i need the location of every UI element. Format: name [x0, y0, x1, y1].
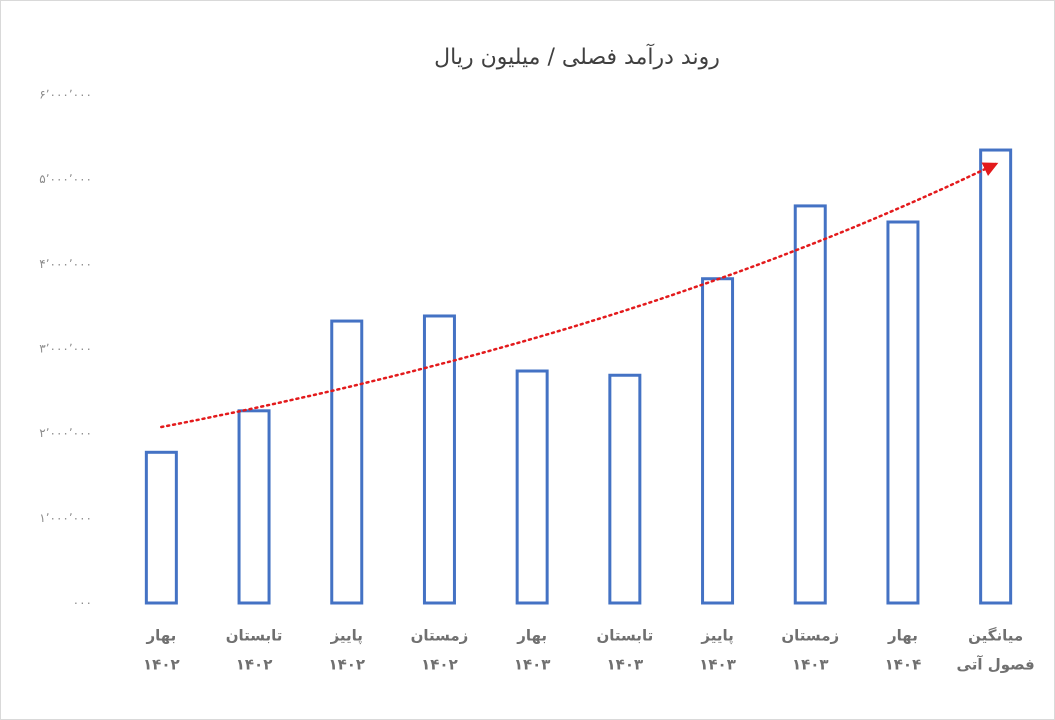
x-tick-label: فصول آتی — [957, 656, 1035, 674]
chart-title: روند درآمد فصلی / میلیون ریال — [434, 43, 720, 70]
x-tick-label: بهار — [516, 627, 547, 645]
bar — [886, 220, 920, 605]
x-tick-label: ۱۴۰۳ — [792, 656, 829, 674]
x-tick-label: ۱۴۰۲ — [421, 656, 458, 674]
x-tick-label: بهار — [145, 627, 176, 645]
x-tick-label: ۱۴۰۲ — [328, 656, 365, 674]
bar — [144, 450, 178, 605]
x-tick-label: تابستان — [596, 627, 653, 645]
x-tick-label: ۱۴۰۲ — [143, 656, 180, 674]
x-tick-label: ۱۴۰۲ — [236, 656, 273, 674]
bar — [515, 369, 549, 605]
x-tick-label: ۱۴۰۳ — [514, 656, 551, 674]
bar — [701, 277, 735, 605]
y-tick-label: ۳٬۰۰۰٬۰۰۰ — [39, 342, 92, 356]
y-tick-label: ۴٬۰۰۰٬۰۰۰ — [39, 257, 92, 271]
x-tick-label: زمستان — [781, 627, 839, 645]
y-tick-label: ۶٬۰۰۰٬۰۰۰ — [39, 88, 92, 102]
y-tick-label: ۲٬۰۰۰٬۰۰۰ — [39, 426, 92, 440]
y-tick-label: ۵٬۰۰۰٬۰۰۰ — [39, 172, 92, 186]
x-tick-label: زمستان — [411, 627, 469, 645]
x-tick-label: پاییز — [700, 627, 733, 646]
bar — [793, 204, 827, 605]
trendline — [160, 162, 999, 429]
y-tick-label: ۱٬۰۰۰٬۰۰۰ — [39, 511, 92, 525]
x-tick-label: ۱۴۰۳ — [699, 656, 736, 674]
bar — [237, 409, 271, 605]
x-tick-label: پاییز — [330, 627, 363, 646]
y-tick-label: ۰۰۰ — [73, 596, 92, 610]
x-tick-label: ۱۴۰۳ — [607, 656, 644, 674]
x-tick-label: تابستان — [226, 627, 283, 645]
bar — [608, 373, 642, 605]
x-tick-label: بهار — [887, 627, 918, 645]
bar — [422, 314, 456, 605]
x-tick-label: میانگین — [968, 627, 1023, 645]
bar — [979, 148, 1013, 605]
bar — [330, 319, 364, 605]
x-tick-label: ۱۴۰۴ — [885, 656, 922, 674]
